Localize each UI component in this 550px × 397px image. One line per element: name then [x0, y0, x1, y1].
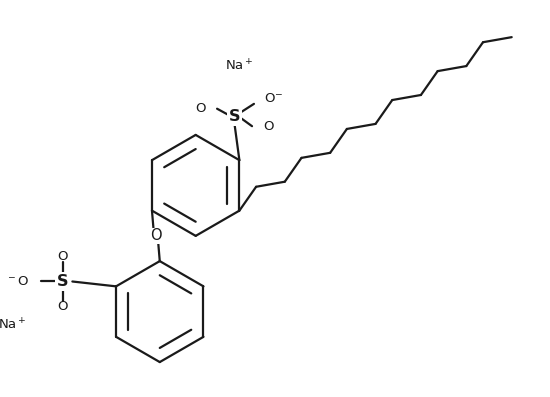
- Text: O: O: [57, 250, 68, 263]
- Text: S: S: [229, 109, 240, 124]
- Text: O: O: [150, 228, 162, 243]
- Text: Na$^+$: Na$^+$: [0, 318, 26, 333]
- Text: $^-$O: $^-$O: [6, 275, 30, 288]
- Text: S: S: [57, 274, 68, 289]
- Text: O: O: [57, 300, 68, 313]
- Text: O: O: [195, 102, 205, 115]
- Text: Na$^+$: Na$^+$: [225, 58, 254, 74]
- Text: O$^{-}$: O$^{-}$: [263, 93, 283, 106]
- Text: O: O: [263, 119, 274, 133]
